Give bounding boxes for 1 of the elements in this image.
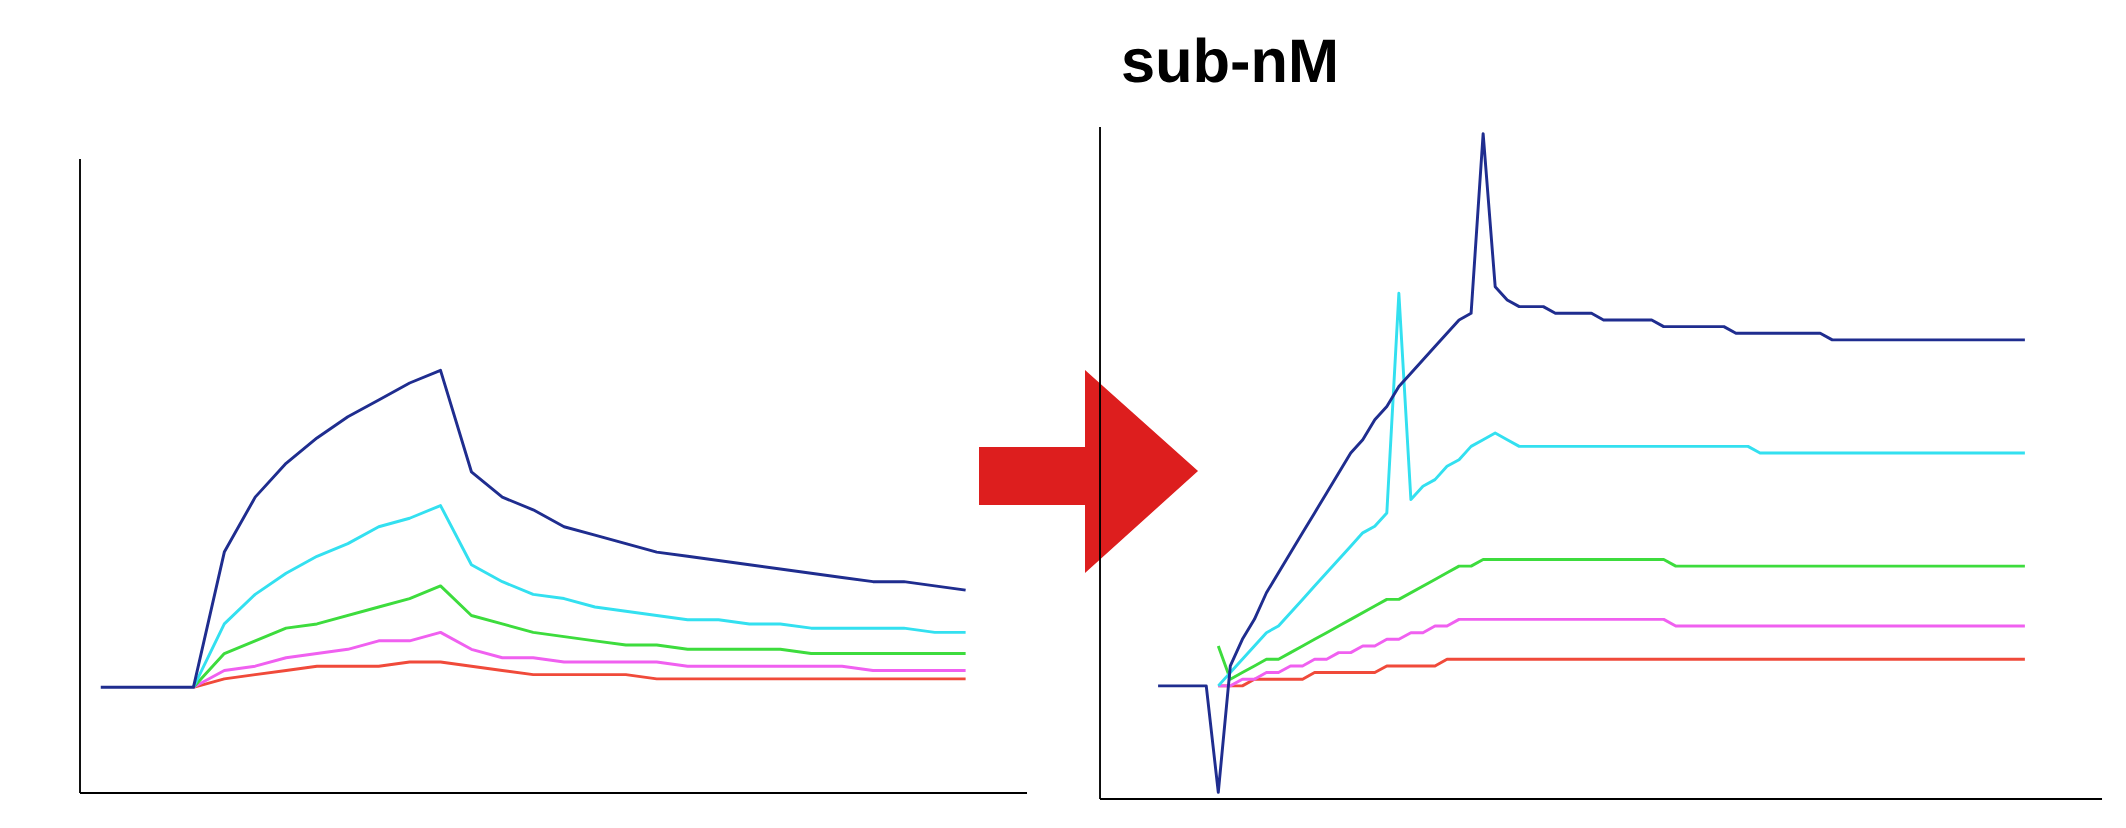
- chart-title: sub-nM: [1123, 37, 1335, 83]
